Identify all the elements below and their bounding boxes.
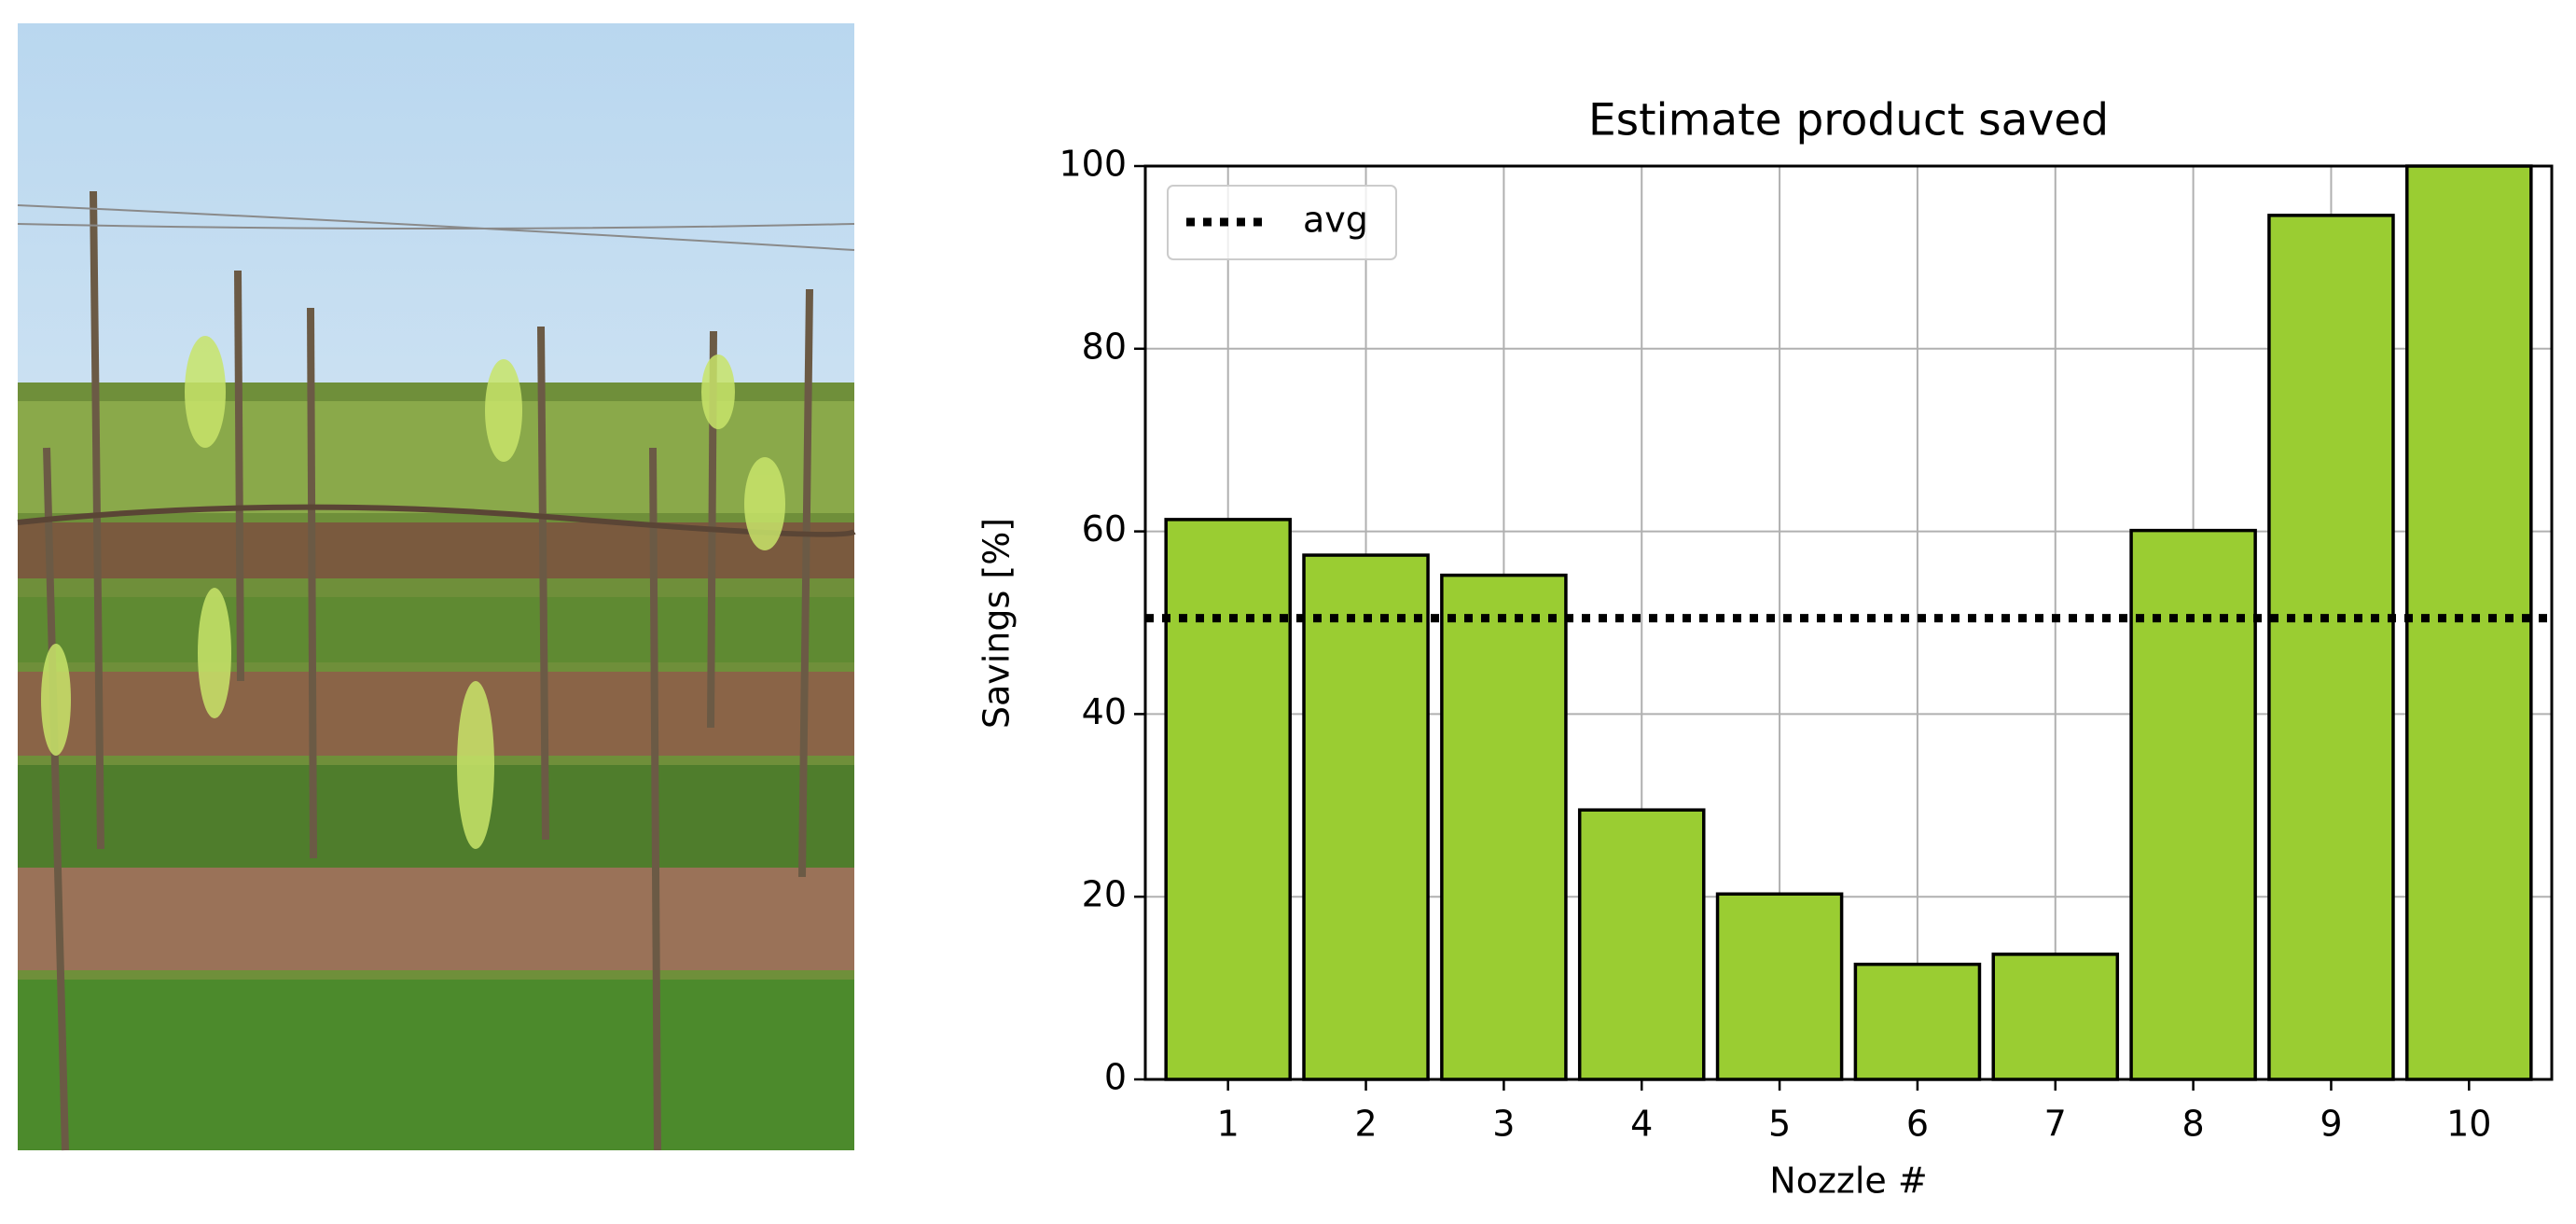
x-tick-label: 8 <box>2182 1104 2205 1145</box>
bar <box>1991 953 2120 1081</box>
x-tick-label: 10 <box>2446 1104 2491 1145</box>
x-tick-label: 3 <box>1492 1104 1515 1145</box>
y-tick-label: 0 <box>1104 1057 1127 1098</box>
x-axis-label: Nozzle # <box>1769 1161 1927 1202</box>
x-tick-label: 2 <box>1354 1104 1377 1145</box>
chart-title: Estimate product saved <box>1588 95 2109 146</box>
y-tick-label: 80 <box>1082 326 1127 367</box>
legend-box <box>1167 185 1397 260</box>
x-tick-label: 4 <box>1630 1104 1653 1145</box>
chart: Estimate product saved Nozzle # Savings … <box>976 95 2554 1202</box>
x-tick-label: 9 <box>2320 1104 2342 1145</box>
bar <box>2129 528 2257 1081</box>
bar <box>1577 808 1706 1081</box>
legend-label: avg <box>1303 200 1368 241</box>
bar <box>1440 573 1568 1081</box>
bar <box>2405 164 2533 1081</box>
y-tick-label: 100 <box>1059 144 1127 185</box>
x-tick-label: 7 <box>2044 1104 2067 1145</box>
x-tick-label: 1 <box>1217 1104 1240 1145</box>
y-tick-label: 60 <box>1082 508 1127 549</box>
bar <box>1853 962 1982 1081</box>
y-tick-label: 20 <box>1082 874 1127 915</box>
x-tick-label: 6 <box>1906 1104 1929 1145</box>
y-axis-label: Savings [%] <box>976 518 1018 729</box>
y-tick-label: 40 <box>1082 691 1127 732</box>
bar <box>1715 892 1844 1081</box>
vineyard-photo <box>17 23 856 1151</box>
bar <box>1302 553 1430 1081</box>
bar <box>1164 518 1292 1081</box>
x-tick-label: 5 <box>1768 1104 1791 1145</box>
axes-frame <box>1143 164 2554 1081</box>
bar <box>2267 214 2395 1081</box>
